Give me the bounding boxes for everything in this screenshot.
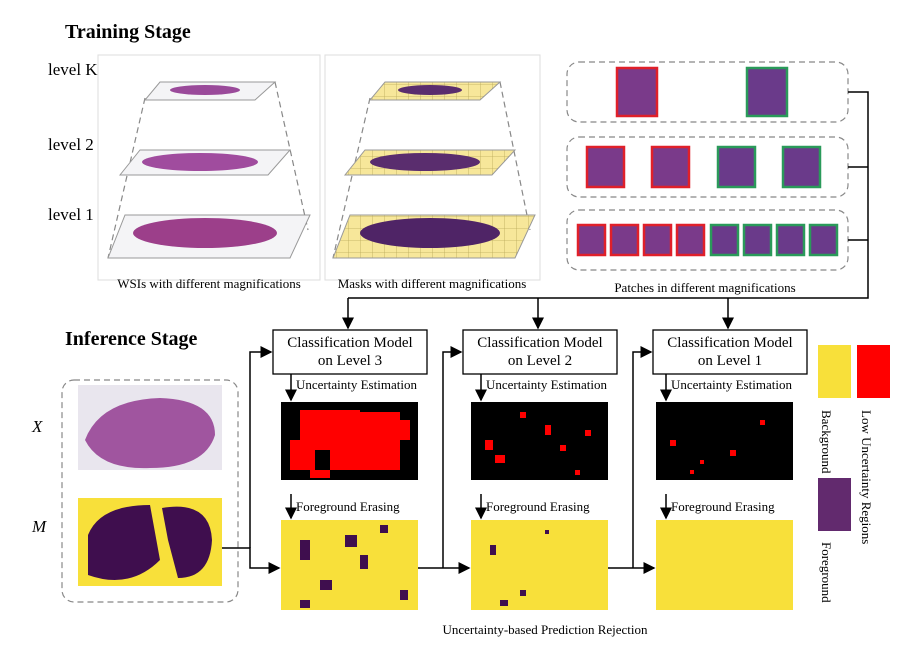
region <box>290 440 315 470</box>
region <box>345 535 357 547</box>
region <box>760 420 765 425</box>
region <box>300 540 310 560</box>
region <box>690 470 694 474</box>
region <box>520 412 526 418</box>
training-title: Training Stage <box>65 21 191 43</box>
region <box>320 580 332 590</box>
erased-mask <box>656 520 793 610</box>
legend-label: Foreground <box>819 542 834 603</box>
stages: Classification Model on Level 3 Uncertaint… <box>272 329 808 610</box>
region <box>730 450 736 456</box>
patch-groups <box>566 61 849 271</box>
level-label: level K <box>48 60 98 79</box>
flow <box>222 346 656 574</box>
model-box <box>462 329 618 375</box>
legend-label: Background <box>819 410 834 474</box>
model-box <box>652 329 808 375</box>
input-label: X <box>31 417 43 436</box>
region <box>500 600 508 606</box>
region <box>585 430 591 436</box>
connectors <box>342 91 869 330</box>
erased-mask <box>281 520 418 610</box>
caption: WSIs with different magnifications <box>117 276 301 291</box>
step-label: Uncertainty Estimation <box>486 377 607 392</box>
step-label: Uncertainty Estimation <box>296 377 417 392</box>
mask-pyramid <box>324 54 541 281</box>
region <box>560 445 566 451</box>
legend-label: Low Uncertainty Regions <box>859 410 874 544</box>
region <box>545 530 549 534</box>
region <box>300 600 310 608</box>
region <box>310 470 330 478</box>
model-label: on Level 3 <box>318 353 382 369</box>
region <box>700 460 704 464</box>
region <box>485 440 493 450</box>
region <box>575 470 580 475</box>
region <box>395 420 410 440</box>
uncertainty-map <box>656 402 793 480</box>
region <box>400 590 408 600</box>
caption: Uncertainty-based Prediction Rejection <box>442 622 648 637</box>
region <box>545 425 551 435</box>
uncertainty-map <box>471 402 608 480</box>
step-label: Foreground Erasing <box>296 499 400 514</box>
erased-mask <box>471 520 608 610</box>
model-box <box>272 329 428 375</box>
level-label: level 2 <box>48 135 94 154</box>
step-label: Foreground Erasing <box>486 499 590 514</box>
model-label: Classification Model <box>667 335 792 351</box>
caption: Patches in different magnifications <box>614 280 795 295</box>
region <box>670 440 676 446</box>
inference-title: Inference Stage <box>65 328 197 350</box>
wsi-pyramid <box>97 54 321 281</box>
region <box>495 455 505 463</box>
input-panel <box>61 379 239 603</box>
model-label: Classification Model <box>477 335 602 351</box>
caption: Masks with different magnifications <box>338 276 527 291</box>
model-label: Classification Model <box>287 335 412 351</box>
region <box>520 590 526 596</box>
region <box>370 440 400 470</box>
model-label: on Level 2 <box>508 353 572 369</box>
region <box>360 555 368 569</box>
step-label: Foreground Erasing <box>671 499 775 514</box>
region <box>490 545 496 555</box>
model-label: on Level 1 <box>698 353 762 369</box>
level-label: level 1 <box>48 205 94 224</box>
step-label: Uncertainty Estimation <box>671 377 792 392</box>
legend <box>818 345 890 531</box>
region <box>380 525 388 533</box>
input-label: M <box>31 517 47 536</box>
